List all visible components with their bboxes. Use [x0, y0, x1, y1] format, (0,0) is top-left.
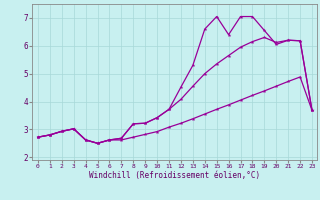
X-axis label: Windchill (Refroidissement éolien,°C): Windchill (Refroidissement éolien,°C) — [89, 171, 260, 180]
